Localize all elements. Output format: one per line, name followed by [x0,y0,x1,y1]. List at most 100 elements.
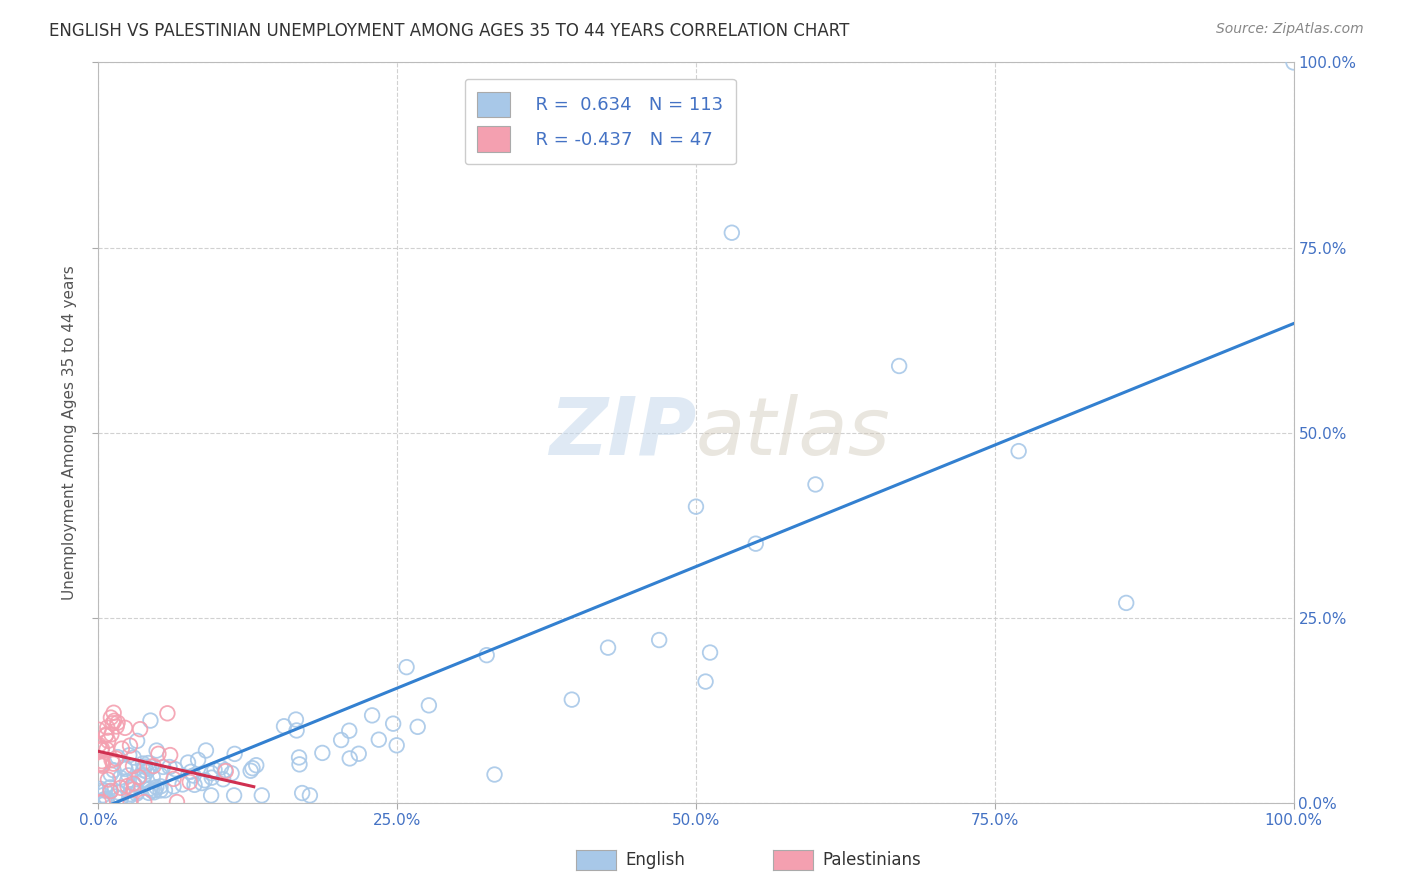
Point [114,721,136,735]
Point [361,708,384,723]
Point [191,776,214,790]
Point [94,783,117,797]
Point [141,760,163,774]
Point [128,770,150,784]
Point [143,783,166,797]
Point [134,795,156,809]
Text: Source: ZipAtlas.com: Source: ZipAtlas.com [1216,22,1364,37]
Point [120,795,142,809]
Point [117,768,139,782]
Point [172,777,194,791]
Point [200,766,222,780]
Point [201,771,224,785]
Point [382,716,405,731]
Point [200,789,222,803]
Point [187,753,209,767]
Point [107,750,129,764]
Point [134,759,156,773]
Point [90,781,112,796]
Point [721,226,744,240]
Point [284,713,307,727]
Point [100,784,122,798]
Point [101,716,124,731]
Point [183,778,205,792]
Point [91,757,114,772]
Point [114,762,136,776]
Point [100,710,122,724]
Point [128,770,150,784]
Point [100,784,122,798]
Point [87,723,110,737]
Point [166,795,188,809]
Point [94,729,117,743]
Point [118,748,141,763]
Point [339,751,361,765]
Point [1282,55,1305,70]
Point [111,741,134,756]
Point [90,754,112,768]
Point [105,751,128,765]
Point [122,782,145,797]
Point [122,776,145,790]
Point [110,771,132,785]
Point [685,500,707,514]
Point [105,719,128,733]
Point [149,783,172,797]
Point [177,756,200,770]
Point [89,757,111,772]
Point [194,773,217,788]
Point [122,750,145,764]
Point [97,772,120,787]
Point [648,633,671,648]
Point [132,756,155,771]
Point [87,784,110,798]
Point [149,780,172,794]
Point [162,772,184,786]
Point [87,795,110,809]
Point [179,775,201,789]
Point [145,780,167,795]
Point [142,759,165,773]
Point [103,756,125,771]
Point [224,789,246,803]
Point [97,734,120,748]
Point [96,742,118,756]
Point [162,780,184,794]
Point [127,785,149,799]
Point [120,780,142,795]
Point [212,772,235,787]
Point [124,778,146,792]
Point [103,714,125,728]
Point [103,706,125,720]
Text: ENGLISH VS PALESTINIAN UNEMPLOYMENT AMONG AGES 35 TO 44 YEARS CORRELATION CHART: ENGLISH VS PALESTINIAN UNEMPLOYMENT AMON… [49,22,849,40]
Point [475,648,498,662]
Point [139,781,162,796]
Point [337,723,360,738]
Point [91,795,114,809]
Text: ZIP: ZIP [548,393,696,472]
Point [804,477,827,491]
Point [107,715,129,730]
Point [239,764,262,778]
Legend:   R =  0.634   N = 113,   R = -0.437   N = 47: R = 0.634 N = 113, R = -0.437 N = 47 [465,78,735,164]
Point [224,747,246,761]
Point [138,762,160,776]
Point [288,757,311,772]
Point [194,743,217,757]
Point [311,746,333,760]
Point [156,706,179,721]
Point [96,791,118,805]
Y-axis label: Unemployment Among Ages 35 to 44 years: Unemployment Among Ages 35 to 44 years [62,265,77,600]
Point [180,764,202,779]
Point [127,734,149,748]
Point [418,698,440,713]
Point [139,714,162,728]
Point [889,359,911,373]
Point [1008,444,1031,458]
Point [107,785,129,799]
Point [141,783,163,797]
Point [209,760,232,774]
Point [285,723,308,738]
Point [561,692,583,706]
Point [165,762,187,776]
